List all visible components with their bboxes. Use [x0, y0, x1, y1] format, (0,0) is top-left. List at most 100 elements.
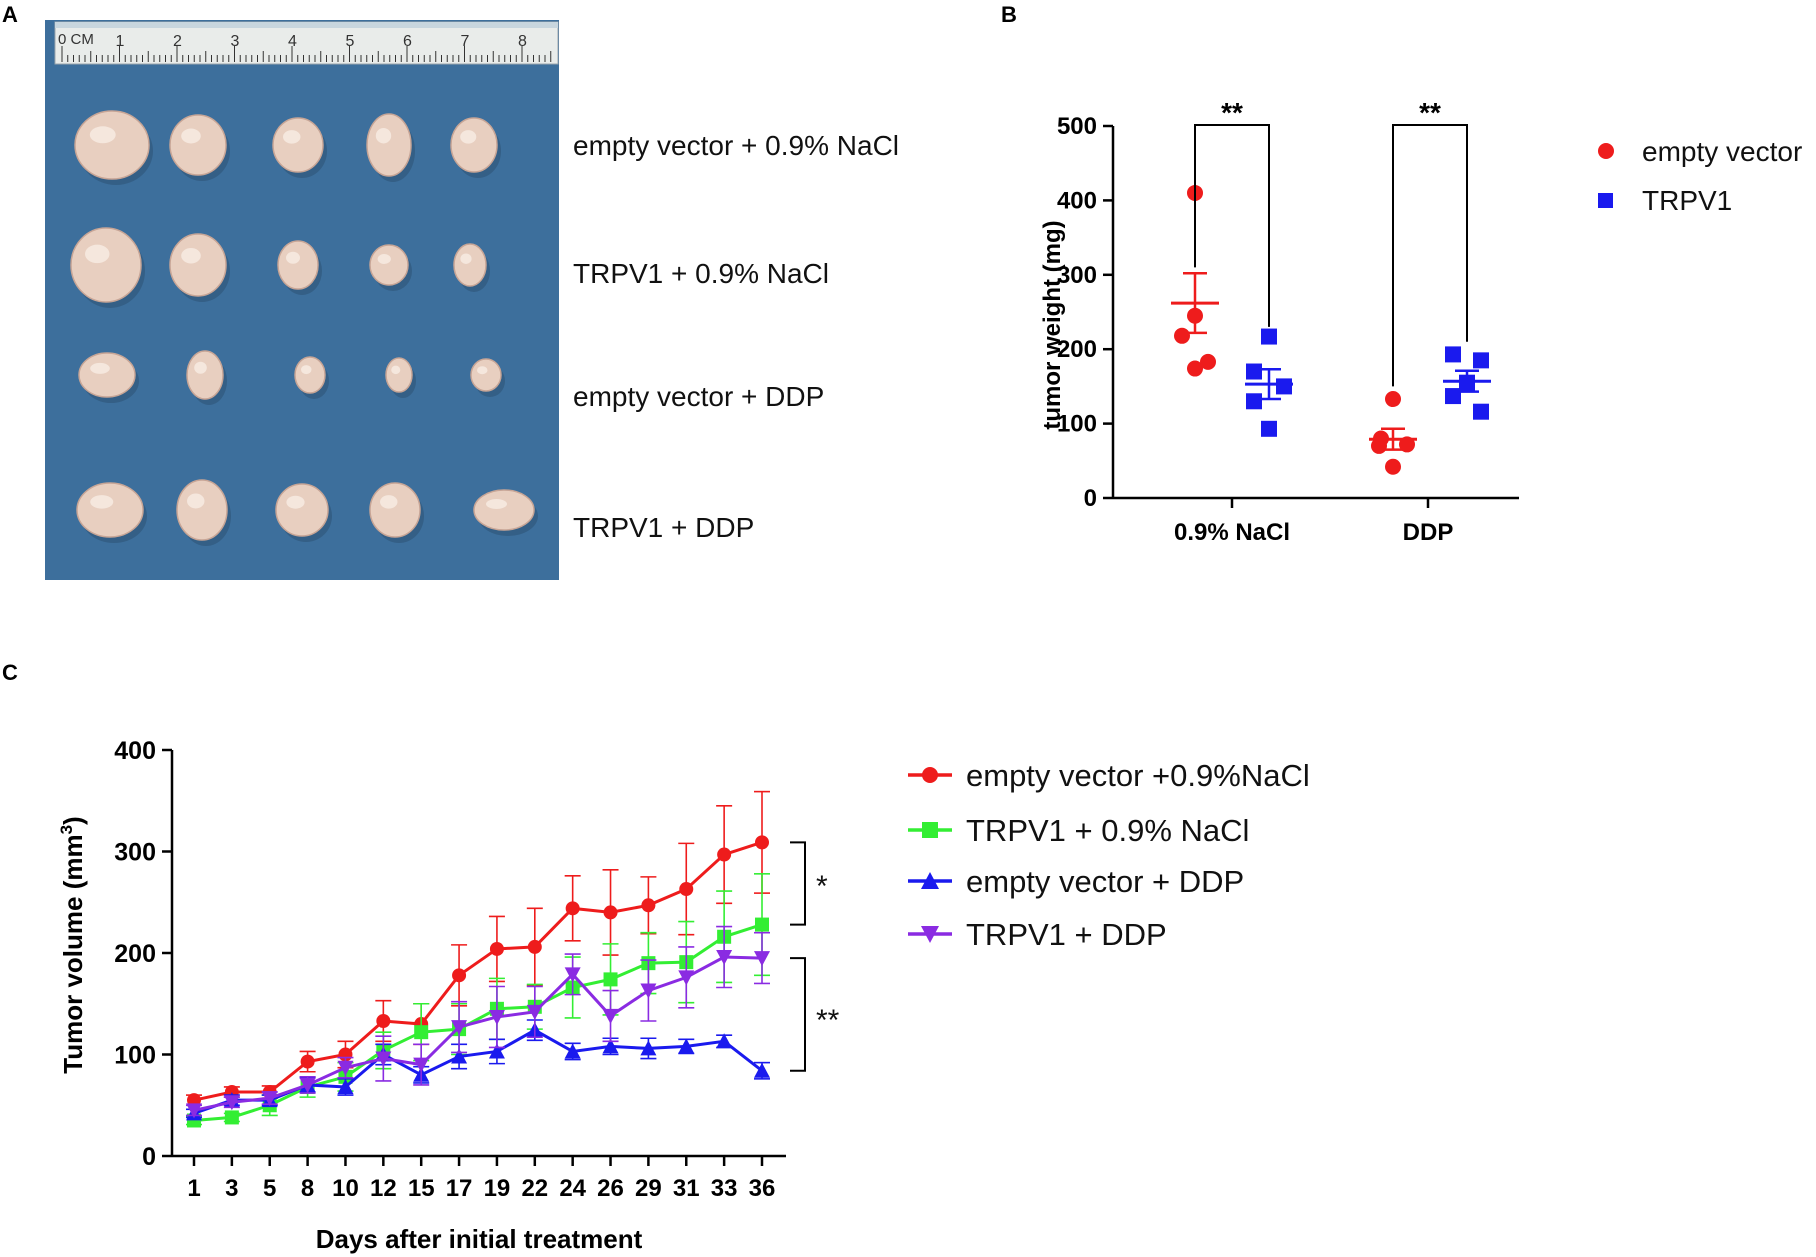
tumor-specimen — [272, 117, 324, 173]
tumor-specimen — [450, 117, 498, 173]
c-data-point — [754, 1062, 770, 1078]
c-legend: empty vector +0.9%NaCl TRPV1 + 0.9% NaCl e… — [908, 758, 1310, 952]
tumor-specimen — [275, 483, 329, 537]
b-y-tick-label: 400 — [1057, 187, 1097, 214]
c-y-tick-label: 0 — [142, 1143, 156, 1171]
tumor-highlight — [90, 495, 114, 509]
tumor-highlight — [286, 251, 300, 264]
c-x-tick-label: 15 — [408, 1175, 435, 1202]
c-data-point — [602, 1008, 619, 1024]
c-data-point — [603, 972, 618, 987]
tumor-specimen — [277, 240, 319, 290]
ruler-ticks — [61, 46, 552, 62]
tumor-highlight — [460, 130, 477, 144]
c-data-point — [564, 967, 581, 983]
c-data-point — [376, 1014, 391, 1029]
b-legend: empty vector TRPV1 — [1598, 136, 1802, 216]
b-y-tick-label: 300 — [1057, 262, 1097, 289]
ruler — [54, 21, 559, 65]
c-data-point — [716, 1033, 733, 1049]
tumor-highlight — [283, 130, 301, 144]
c-data-point — [375, 1051, 392, 1067]
c-y-ticks: 0 100 200 300 400 — [114, 737, 172, 1171]
c-data-point — [755, 835, 769, 850]
c-data-point — [186, 1103, 202, 1119]
tumor-weight-chart: 0 100 200 300 400 500 tumor weight (mg) 0.9% … — [1039, 97, 1802, 546]
c-x-tick-label: 31 — [673, 1175, 700, 1202]
b-significance-bracket — [1392, 124, 1468, 387]
panel-letter-c: C — [2, 660, 18, 685]
b-axes — [1111, 126, 1519, 508]
tumor-highlight — [375, 127, 392, 144]
c-x-tick-label: 17 — [446, 1175, 473, 1202]
c-series — [186, 790, 770, 1128]
c-data-point — [223, 1095, 240, 1111]
panel-letter-b: B — [1001, 2, 1017, 27]
ruler-number: 8 — [518, 33, 527, 50]
c-data-point — [337, 1078, 354, 1094]
tumor-highlight — [286, 495, 305, 509]
tumor-specimen — [453, 243, 487, 287]
c-data-point — [640, 983, 657, 999]
c-data-point — [678, 970, 695, 986]
c-legend-label: TRPV1 + DDP — [966, 917, 1167, 952]
b-legend-marker-empty-vector — [1598, 143, 1614, 159]
c-significance-brackets — [790, 841, 806, 1072]
c-x-tick-label: 3 — [225, 1175, 238, 1202]
c-x-tick-label: 26 — [597, 1175, 624, 1202]
b-point-trpv1 — [1246, 393, 1262, 410]
c-y-tick-label: 100 — [114, 1042, 156, 1070]
tumor-specimen — [76, 482, 144, 538]
tumor-specimen — [176, 479, 228, 541]
c-y-tick-label: 300 — [114, 839, 156, 867]
tumor-specimen — [366, 113, 412, 177]
c-data-point — [716, 950, 733, 966]
tumor-highlight — [89, 126, 116, 144]
c-x-tick-label: 12 — [370, 1175, 397, 1202]
b-point-empty-vector — [1200, 353, 1216, 370]
c-data-point — [299, 1077, 316, 1093]
c-data-point — [641, 898, 656, 913]
c-y-tick-label: 400 — [114, 737, 156, 765]
c-x-tick-label: 36 — [749, 1175, 776, 1202]
b-y-tick-label: 0 — [1084, 485, 1097, 512]
c-data-point — [488, 1009, 505, 1025]
c-series-line — [193, 955, 763, 1112]
c-data-point — [337, 1060, 354, 1076]
b-point-empty-vector — [1187, 360, 1203, 377]
c-data-point — [414, 1025, 429, 1040]
tumor-highlight — [460, 253, 472, 264]
c-significance-label-2: ** — [816, 1004, 840, 1037]
c-x-tick-label: 22 — [521, 1175, 548, 1202]
c-legend-marker — [922, 767, 938, 783]
ruler-number: 6 — [403, 33, 412, 50]
c-data-point — [526, 1004, 543, 1020]
ruler-number: 1 — [116, 33, 125, 50]
b-point-trpv1 — [1276, 378, 1292, 395]
b-significance-bracket — [1194, 124, 1270, 327]
c-data-point — [565, 901, 580, 916]
b-point-empty-vector — [1385, 391, 1401, 408]
c-series-line — [193, 923, 763, 1122]
b-point-trpv1 — [1473, 403, 1489, 420]
tumor-highlight — [85, 244, 110, 264]
b-data-points — [1171, 184, 1491, 475]
tumor-highlight — [301, 365, 312, 375]
c-data-point — [602, 1038, 619, 1054]
tumor-specimens — [70, 110, 538, 546]
ruler-numbers: 1 2 3 4 5 6 7 8 — [116, 33, 528, 50]
c-significance-label-1: * — [816, 870, 828, 903]
b-category-label-ddp: DDP — [1403, 519, 1454, 546]
tumor-specimen — [169, 114, 227, 176]
b-y-tick-label: 500 — [1057, 113, 1097, 140]
b-point-empty-vector — [1385, 458, 1401, 475]
c-x-tick-label: 8 — [301, 1175, 314, 1202]
c-series-line — [193, 840, 763, 1102]
c-data-point — [717, 847, 732, 862]
tumor-highlight — [194, 361, 207, 374]
c-x-axis-label: Days after initial treatment — [316, 1224, 643, 1254]
b-y-ticks: 0 100 200 300 400 500 — [1057, 113, 1113, 512]
c-data-point — [488, 1043, 505, 1059]
ruler-number: 4 — [288, 33, 297, 50]
c-data-point — [452, 968, 467, 983]
